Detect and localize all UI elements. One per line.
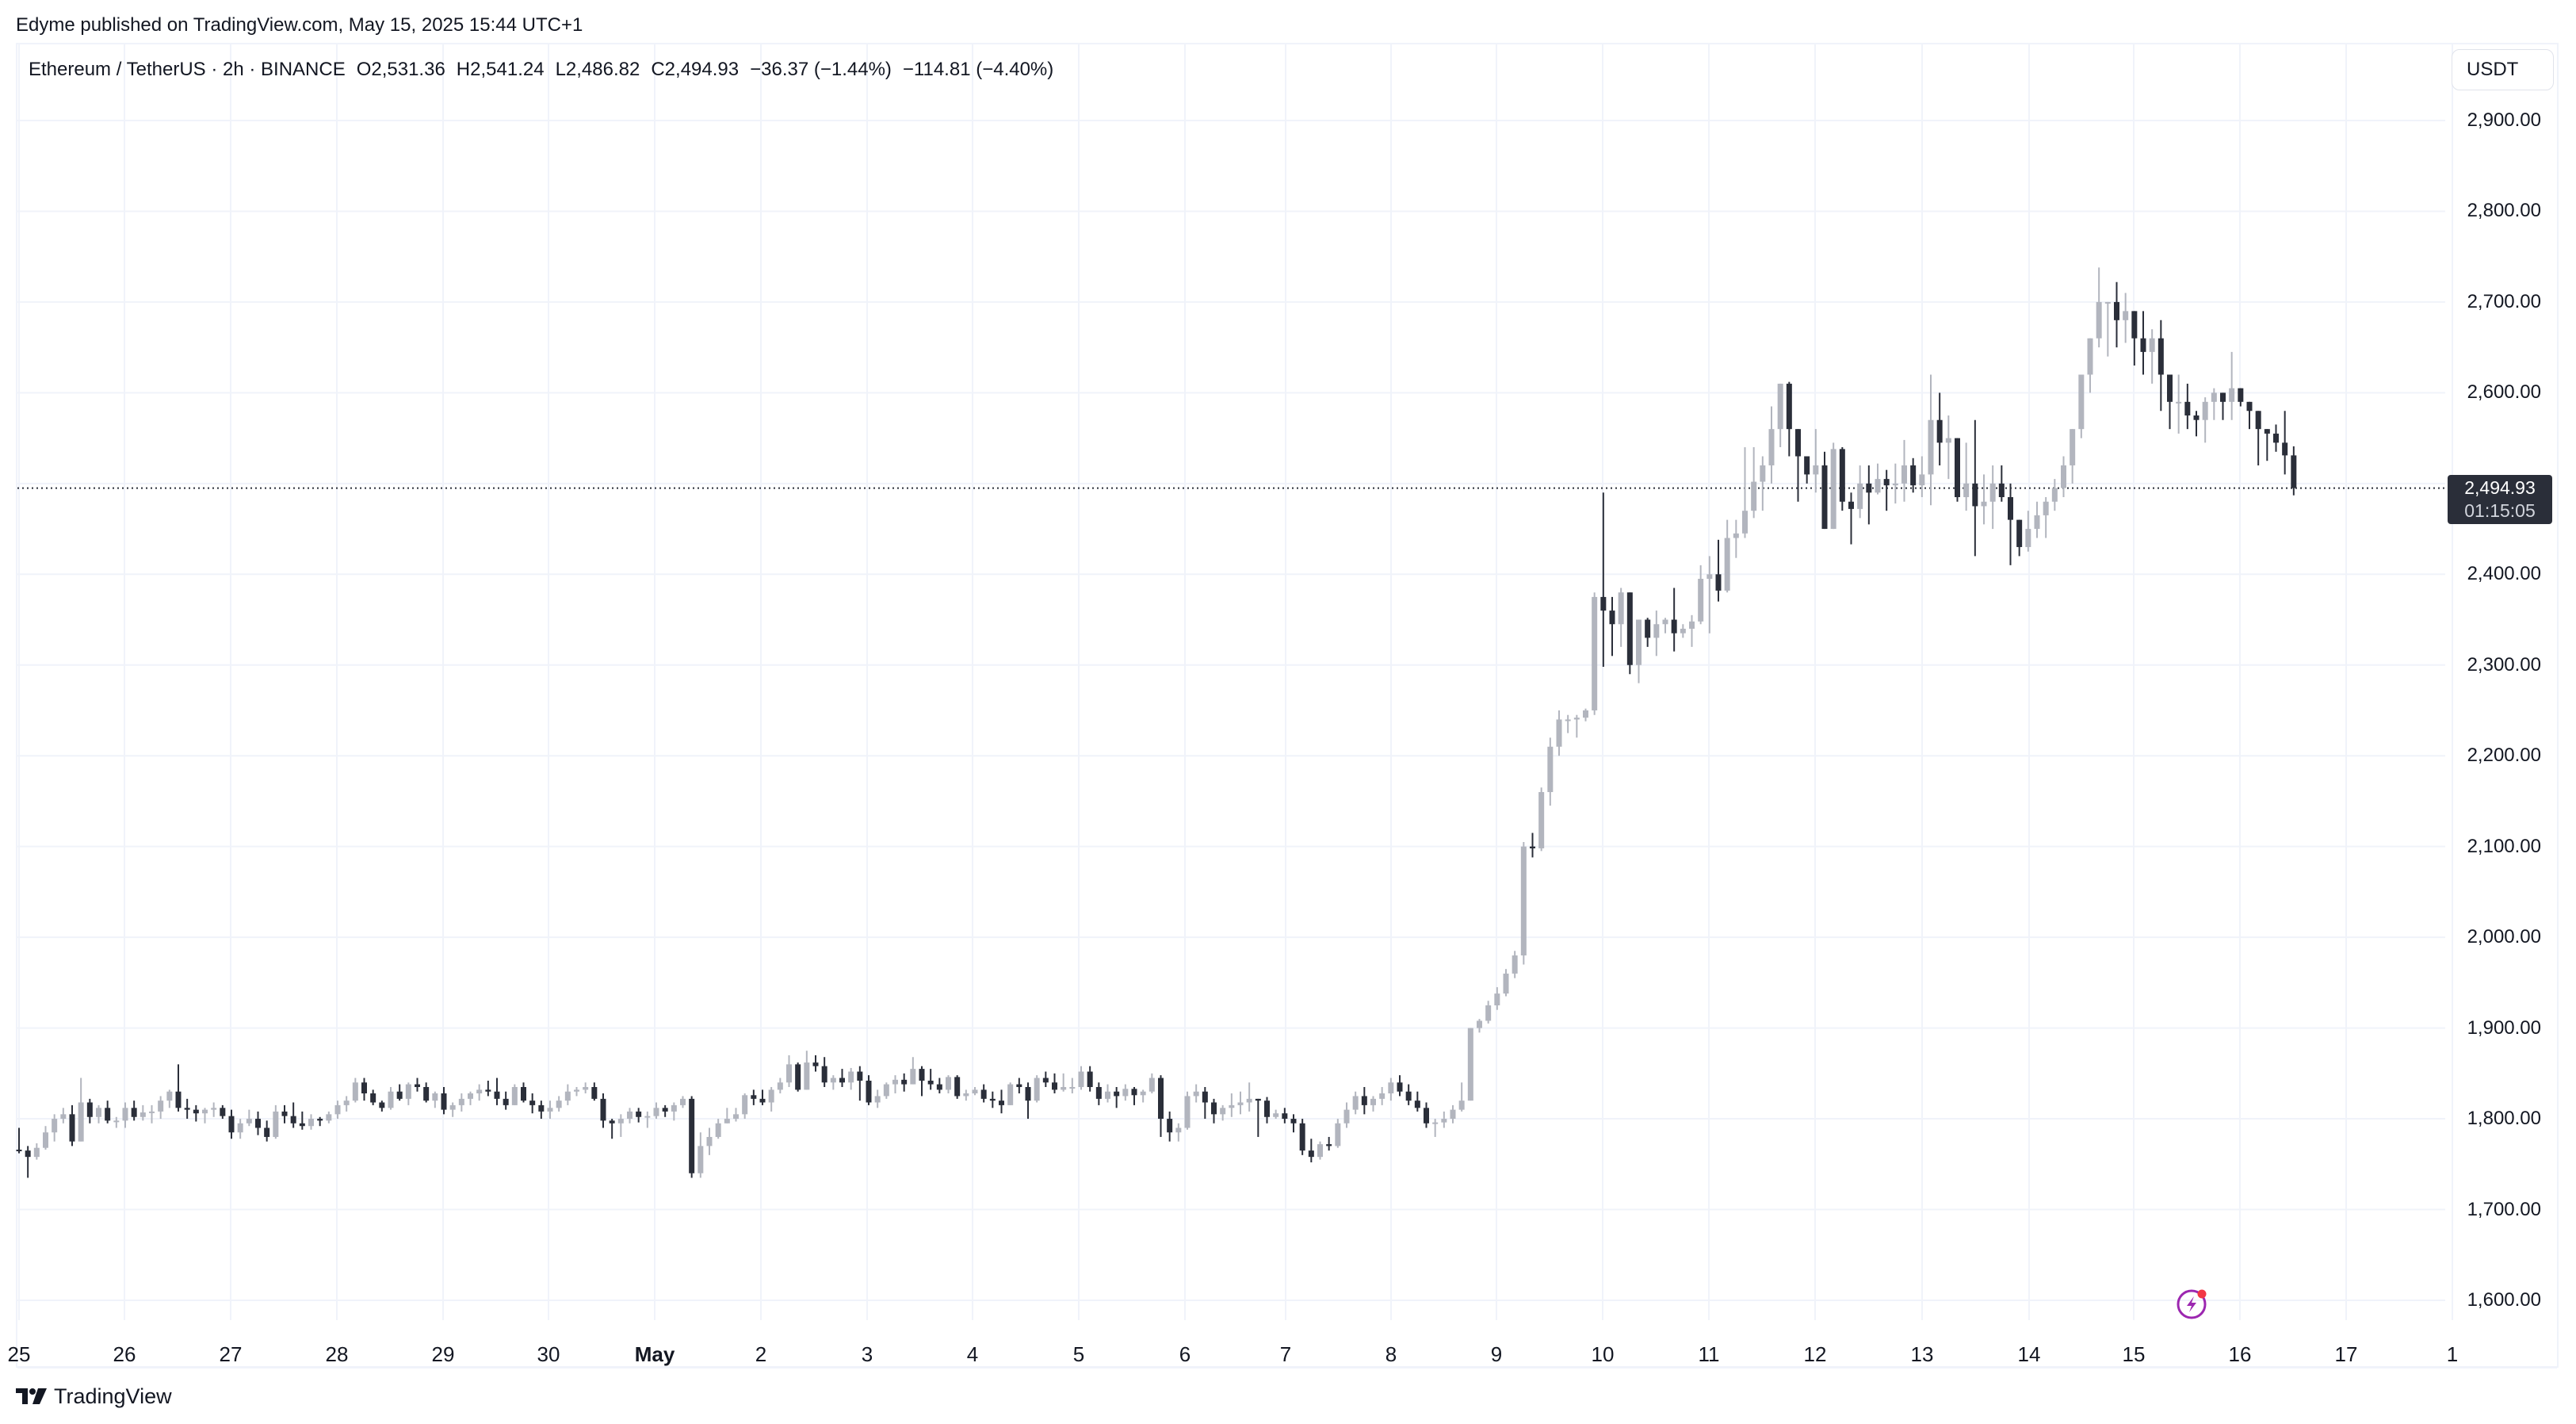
price-axis-label: 2,100.00 bbox=[2467, 835, 2541, 857]
time-axis-label: 8 bbox=[1385, 1342, 1397, 1366]
legend-high: H2,541.24 bbox=[456, 59, 545, 80]
time-axis-label: 6 bbox=[1179, 1342, 1191, 1366]
time-axis-label: 7 bbox=[1279, 1342, 1292, 1366]
last-price-value: 2,494.93 bbox=[2464, 477, 2536, 498]
tradingview-logo[interactable]: TradingView bbox=[16, 1384, 172, 1408]
price-axis-label: 2,700.00 bbox=[2467, 290, 2541, 312]
lightning-bolt-icon[interactable] bbox=[2176, 1287, 2209, 1320]
time-axis-label: 10 bbox=[1591, 1342, 1615, 1366]
tradingview-brand: TradingView bbox=[54, 1384, 172, 1408]
price-axis-label: 2,200.00 bbox=[2467, 745, 2541, 767]
time-axis-label: 11 bbox=[1698, 1342, 1720, 1366]
time-axis-label: 2 bbox=[755, 1342, 767, 1366]
legend-low: L2,486.82 bbox=[555, 59, 640, 80]
legend-open: O2,531.36 bbox=[356, 59, 445, 80]
legend-close: C2,494.93 bbox=[651, 59, 740, 80]
time-axis-label: 28 bbox=[325, 1342, 349, 1366]
legend-change: −36.37 (−1.44%) bbox=[750, 59, 892, 80]
legend-change-range: −114.81 (−4.40%) bbox=[902, 59, 1054, 80]
time-axis-label: 25 bbox=[7, 1342, 31, 1366]
price-axis-label: 1,700.00 bbox=[2467, 1198, 2541, 1220]
tradingview-logo-icon bbox=[16, 1388, 47, 1404]
time-axis-label: 1 bbox=[2446, 1342, 2459, 1366]
time-axis-label: 27 bbox=[219, 1342, 243, 1366]
price-axis-label: 2,600.00 bbox=[2467, 381, 2541, 404]
price-axis-label: 2,000.00 bbox=[2467, 926, 2541, 948]
price-axis-label: 1,800.00 bbox=[2467, 1108, 2541, 1130]
price-axis-label: 2,800.00 bbox=[2467, 200, 2541, 222]
price-axis-label: 2,300.00 bbox=[2467, 653, 2541, 676]
price-axis-label: 1,900.00 bbox=[2467, 1016, 2541, 1039]
price-axis-label: 1,600.00 bbox=[2467, 1288, 2541, 1311]
time-axis-label: 12 bbox=[1803, 1342, 1827, 1366]
time-axis-label: 17 bbox=[2334, 1342, 2358, 1366]
time-axis-label: 5 bbox=[1072, 1342, 1085, 1366]
time-axis-label: May bbox=[634, 1342, 675, 1366]
price-axis-label: 2,400.00 bbox=[2467, 563, 2541, 585]
time-axis-label: 13 bbox=[1910, 1342, 1934, 1366]
time-axis-label: 26 bbox=[113, 1342, 136, 1366]
publisher-line: Edyme published on TradingView.com, May … bbox=[16, 14, 583, 36]
time-axis-label: 30 bbox=[537, 1342, 560, 1366]
price-axis-label: 2,900.00 bbox=[2467, 109, 2541, 131]
last-price-tag: 2,494.93 01:15:05 bbox=[2448, 475, 2552, 524]
legend-symbol[interactable]: Ethereum / TetherUS · 2h · BINANCE bbox=[29, 59, 346, 80]
time-axis-label: 9 bbox=[1490, 1342, 1503, 1366]
bar-countdown: 01:15:05 bbox=[2464, 500, 2536, 521]
currency-button[interactable]: USDT bbox=[2452, 49, 2554, 90]
time-axis-label: 14 bbox=[2017, 1342, 2041, 1366]
chart-legend: Ethereum / TetherUS · 2h · BINANCE O2,531… bbox=[29, 59, 1064, 81]
time-axis-label: 16 bbox=[2228, 1342, 2252, 1366]
time-axis-label: 3 bbox=[861, 1342, 873, 1366]
time-axis-label: 4 bbox=[966, 1342, 979, 1366]
time-axis-label: 15 bbox=[2122, 1342, 2146, 1366]
time-axis-label: 29 bbox=[431, 1342, 455, 1366]
